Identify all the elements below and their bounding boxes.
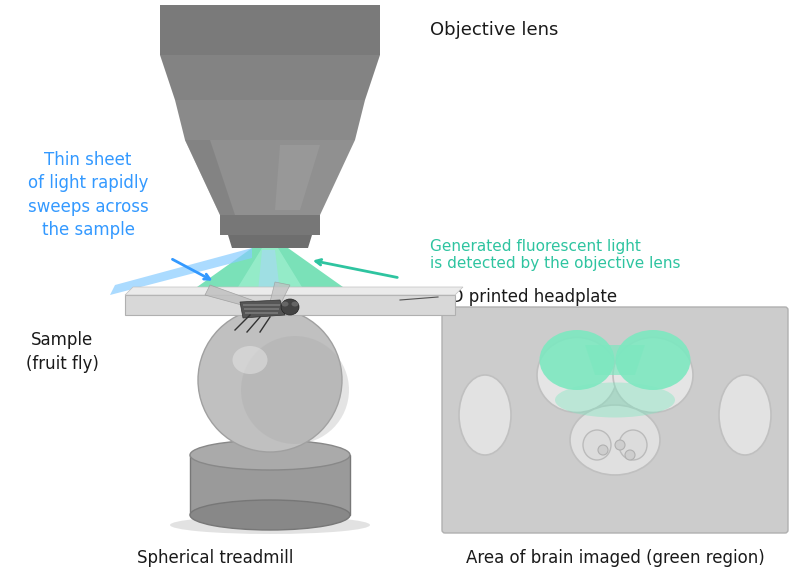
Polygon shape: [275, 145, 320, 210]
Ellipse shape: [537, 338, 617, 412]
Circle shape: [598, 445, 608, 455]
Ellipse shape: [190, 500, 350, 530]
Ellipse shape: [583, 430, 611, 460]
Ellipse shape: [619, 430, 647, 460]
Text: Area of brain imaged (green region): Area of brain imaged (green region): [466, 549, 764, 567]
Ellipse shape: [615, 330, 690, 390]
Text: Thin sheet
of light rapidly
sweeps across
the sample: Thin sheet of light rapidly sweeps acros…: [28, 151, 148, 239]
Ellipse shape: [170, 516, 370, 534]
Polygon shape: [244, 308, 279, 310]
Polygon shape: [125, 287, 463, 295]
Text: 3D printed headplate: 3D printed headplate: [440, 288, 617, 306]
Ellipse shape: [570, 405, 660, 475]
Ellipse shape: [281, 299, 299, 315]
Polygon shape: [125, 295, 455, 315]
Text: Sample
(fruit fly): Sample (fruit fly): [26, 331, 98, 373]
Ellipse shape: [555, 383, 675, 418]
Ellipse shape: [459, 375, 511, 455]
Polygon shape: [190, 248, 350, 292]
Polygon shape: [205, 285, 260, 310]
Ellipse shape: [613, 338, 693, 412]
Polygon shape: [258, 250, 280, 292]
Polygon shape: [220, 215, 320, 235]
FancyBboxPatch shape: [442, 307, 788, 533]
Polygon shape: [585, 345, 645, 375]
Polygon shape: [185, 140, 235, 215]
Text: Spherical treadmill: Spherical treadmill: [137, 549, 293, 567]
Ellipse shape: [233, 346, 267, 374]
Polygon shape: [228, 235, 312, 248]
Polygon shape: [185, 140, 355, 215]
Ellipse shape: [539, 330, 614, 390]
Polygon shape: [190, 455, 350, 515]
Ellipse shape: [282, 301, 289, 307]
Polygon shape: [160, 5, 380, 55]
Ellipse shape: [241, 336, 349, 444]
Ellipse shape: [719, 375, 771, 455]
Circle shape: [615, 440, 625, 450]
Polygon shape: [240, 300, 285, 318]
Ellipse shape: [190, 440, 350, 470]
Text: Generated fluorescent light
is detected by the objective lens: Generated fluorescent light is detected …: [430, 239, 681, 271]
Ellipse shape: [291, 301, 298, 307]
Polygon shape: [160, 55, 380, 100]
Circle shape: [625, 450, 635, 460]
Polygon shape: [110, 248, 252, 295]
Polygon shape: [175, 100, 365, 140]
Polygon shape: [245, 312, 278, 314]
Text: Objective lens: Objective lens: [430, 21, 558, 39]
Polygon shape: [235, 248, 305, 292]
Polygon shape: [270, 282, 290, 305]
Polygon shape: [243, 304, 280, 306]
Ellipse shape: [198, 308, 342, 452]
